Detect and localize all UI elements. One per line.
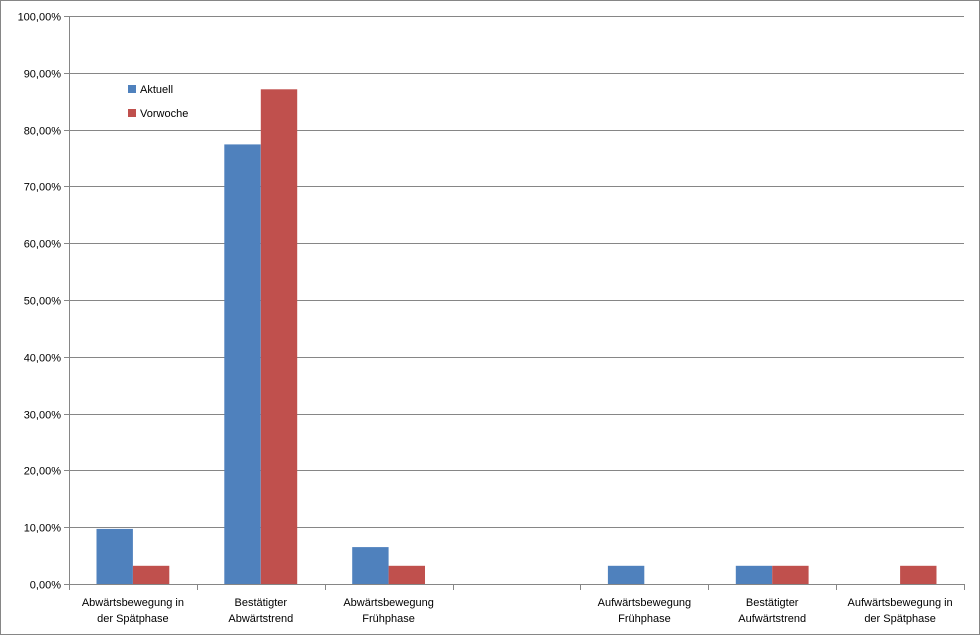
legend-swatch-aktuell xyxy=(128,85,136,93)
x-tick-label: der Spätphase xyxy=(97,613,169,625)
y-tick-label: 70,00% xyxy=(24,182,62,194)
x-tick-label: Bestätigter xyxy=(746,597,799,609)
x-tick-label: Frühphase xyxy=(618,613,671,625)
y-tick-label: 10,00% xyxy=(24,523,62,535)
x-tick-label: Abwärtsbewegung xyxy=(343,597,434,609)
legend-label: Aktuell xyxy=(140,84,173,96)
bar-aktuell-0 xyxy=(96,528,133,584)
y-tick-label: 50,00% xyxy=(24,296,62,308)
y-tick-label: 100,00% xyxy=(18,12,62,24)
x-tick-label: der Spätphase xyxy=(864,613,936,625)
bar-aktuell-2 xyxy=(352,547,389,584)
bar-aktuell-1 xyxy=(224,144,261,584)
gridlines xyxy=(69,16,964,528)
y-tick-label: 90,00% xyxy=(24,69,62,81)
x-tick-label: Bestätigter xyxy=(235,597,288,609)
x-tick-label: Abwärtsbewegung in xyxy=(82,597,184,609)
legend-label: Vorwoche xyxy=(140,108,188,120)
legend: Aktuell Vorwoche xyxy=(128,84,188,120)
y-tick-label: 80,00% xyxy=(24,126,62,138)
tick-labels: 0,00% 10,00% 20,00% 30,00% 40,00% 50,00% 60,00… xyxy=(18,12,953,626)
bar-vorwoche-5 xyxy=(772,565,809,584)
y-tick-label: 0,00% xyxy=(30,580,61,592)
bars xyxy=(96,89,937,585)
bar-vorwoche-6 xyxy=(900,565,937,584)
y-tick-label: 20,00% xyxy=(24,466,62,478)
y-tick-label: 30,00% xyxy=(24,410,62,422)
bar-aktuell-4 xyxy=(607,565,645,584)
x-tick-label: Aufwärtstrend xyxy=(738,613,806,625)
bar-vorwoche-2 xyxy=(388,565,425,584)
bar-aktuell-5 xyxy=(735,565,773,584)
x-tick-label: Aufwärtsbewegung xyxy=(598,597,692,609)
bar-vorwoche-1 xyxy=(260,89,298,585)
axes xyxy=(64,16,965,590)
y-tick-label: 40,00% xyxy=(24,353,62,365)
x-tick-label: Abwärtstrend xyxy=(228,613,293,625)
x-tick-label: Frühphase xyxy=(362,613,415,625)
x-tick-label: Aufwärtsbewegung in xyxy=(848,597,953,609)
y-tick-label: 60,00% xyxy=(24,239,62,251)
legend-swatch-vorwoche xyxy=(128,109,136,117)
bar-vorwoche-0 xyxy=(132,565,170,584)
